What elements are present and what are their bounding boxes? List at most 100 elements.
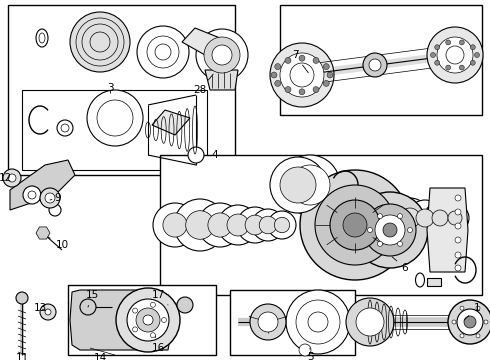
Circle shape <box>459 65 465 70</box>
Text: 12: 12 <box>0 173 12 183</box>
Circle shape <box>275 64 281 69</box>
Circle shape <box>452 320 456 324</box>
Circle shape <box>40 188 60 208</box>
Circle shape <box>150 302 155 307</box>
Polygon shape <box>205 70 238 90</box>
Circle shape <box>28 191 36 199</box>
Text: 9: 9 <box>50 193 61 203</box>
Circle shape <box>150 333 155 338</box>
Circle shape <box>280 155 340 215</box>
Text: 16: 16 <box>151 335 165 353</box>
Circle shape <box>407 200 443 236</box>
Circle shape <box>45 193 55 203</box>
Circle shape <box>188 147 204 163</box>
Circle shape <box>296 300 340 344</box>
Circle shape <box>446 40 451 45</box>
Circle shape <box>427 27 483 83</box>
Ellipse shape <box>39 33 45 43</box>
Circle shape <box>286 290 350 354</box>
Circle shape <box>57 120 73 136</box>
Circle shape <box>435 45 440 50</box>
Circle shape <box>327 72 333 78</box>
Bar <box>8 5 235 175</box>
Circle shape <box>346 298 394 346</box>
Circle shape <box>127 299 169 341</box>
Circle shape <box>218 205 258 245</box>
Circle shape <box>476 306 480 310</box>
Circle shape <box>323 80 329 86</box>
Circle shape <box>446 46 464 64</box>
Circle shape <box>147 36 179 68</box>
Circle shape <box>448 300 490 344</box>
Circle shape <box>356 308 384 336</box>
Circle shape <box>285 58 291 63</box>
Circle shape <box>476 334 480 338</box>
Circle shape <box>368 228 372 233</box>
Circle shape <box>330 200 380 250</box>
Circle shape <box>448 211 462 225</box>
Circle shape <box>455 209 461 215</box>
Circle shape <box>252 209 284 241</box>
Circle shape <box>397 213 402 219</box>
Text: 4: 4 <box>212 150 219 160</box>
Circle shape <box>275 80 281 86</box>
Circle shape <box>343 213 367 237</box>
Circle shape <box>87 90 143 146</box>
Circle shape <box>299 55 305 61</box>
Text: 1: 1 <box>464 303 480 320</box>
Circle shape <box>408 228 413 233</box>
Circle shape <box>400 208 420 228</box>
Circle shape <box>364 204 416 256</box>
Circle shape <box>323 64 329 69</box>
Circle shape <box>290 165 330 205</box>
Circle shape <box>271 72 277 78</box>
Circle shape <box>300 170 410 280</box>
Circle shape <box>143 315 153 325</box>
Circle shape <box>369 59 381 71</box>
Circle shape <box>227 214 249 236</box>
Circle shape <box>446 65 451 70</box>
Circle shape <box>460 334 464 338</box>
Circle shape <box>45 309 51 315</box>
Circle shape <box>290 63 314 87</box>
Circle shape <box>133 308 138 313</box>
Circle shape <box>455 265 461 271</box>
Circle shape <box>16 292 28 304</box>
Circle shape <box>390 198 430 238</box>
Circle shape <box>116 288 180 352</box>
Text: 5: 5 <box>307 348 313 360</box>
Bar <box>22 90 207 170</box>
Circle shape <box>23 186 41 204</box>
Text: 7: 7 <box>292 50 308 73</box>
Text: 10: 10 <box>48 237 69 250</box>
Circle shape <box>268 211 296 239</box>
Circle shape <box>259 216 277 234</box>
Ellipse shape <box>416 273 424 287</box>
Circle shape <box>432 210 448 226</box>
Circle shape <box>136 308 160 332</box>
Circle shape <box>237 207 273 243</box>
Polygon shape <box>427 188 468 272</box>
Polygon shape <box>70 290 175 350</box>
Circle shape <box>97 100 133 136</box>
Circle shape <box>258 312 278 332</box>
Circle shape <box>424 202 456 234</box>
Circle shape <box>377 213 383 219</box>
Circle shape <box>153 203 197 247</box>
Circle shape <box>299 89 305 95</box>
Circle shape <box>363 53 387 77</box>
Circle shape <box>155 44 171 60</box>
Circle shape <box>212 45 232 65</box>
Circle shape <box>162 318 167 323</box>
Circle shape <box>299 344 311 356</box>
Circle shape <box>455 252 461 258</box>
Circle shape <box>198 203 242 247</box>
Polygon shape <box>182 28 220 55</box>
Circle shape <box>460 306 464 310</box>
Circle shape <box>245 215 265 235</box>
Circle shape <box>80 299 96 315</box>
Bar <box>427 278 441 286</box>
Circle shape <box>280 167 316 203</box>
Circle shape <box>313 86 319 93</box>
Circle shape <box>455 195 461 201</box>
